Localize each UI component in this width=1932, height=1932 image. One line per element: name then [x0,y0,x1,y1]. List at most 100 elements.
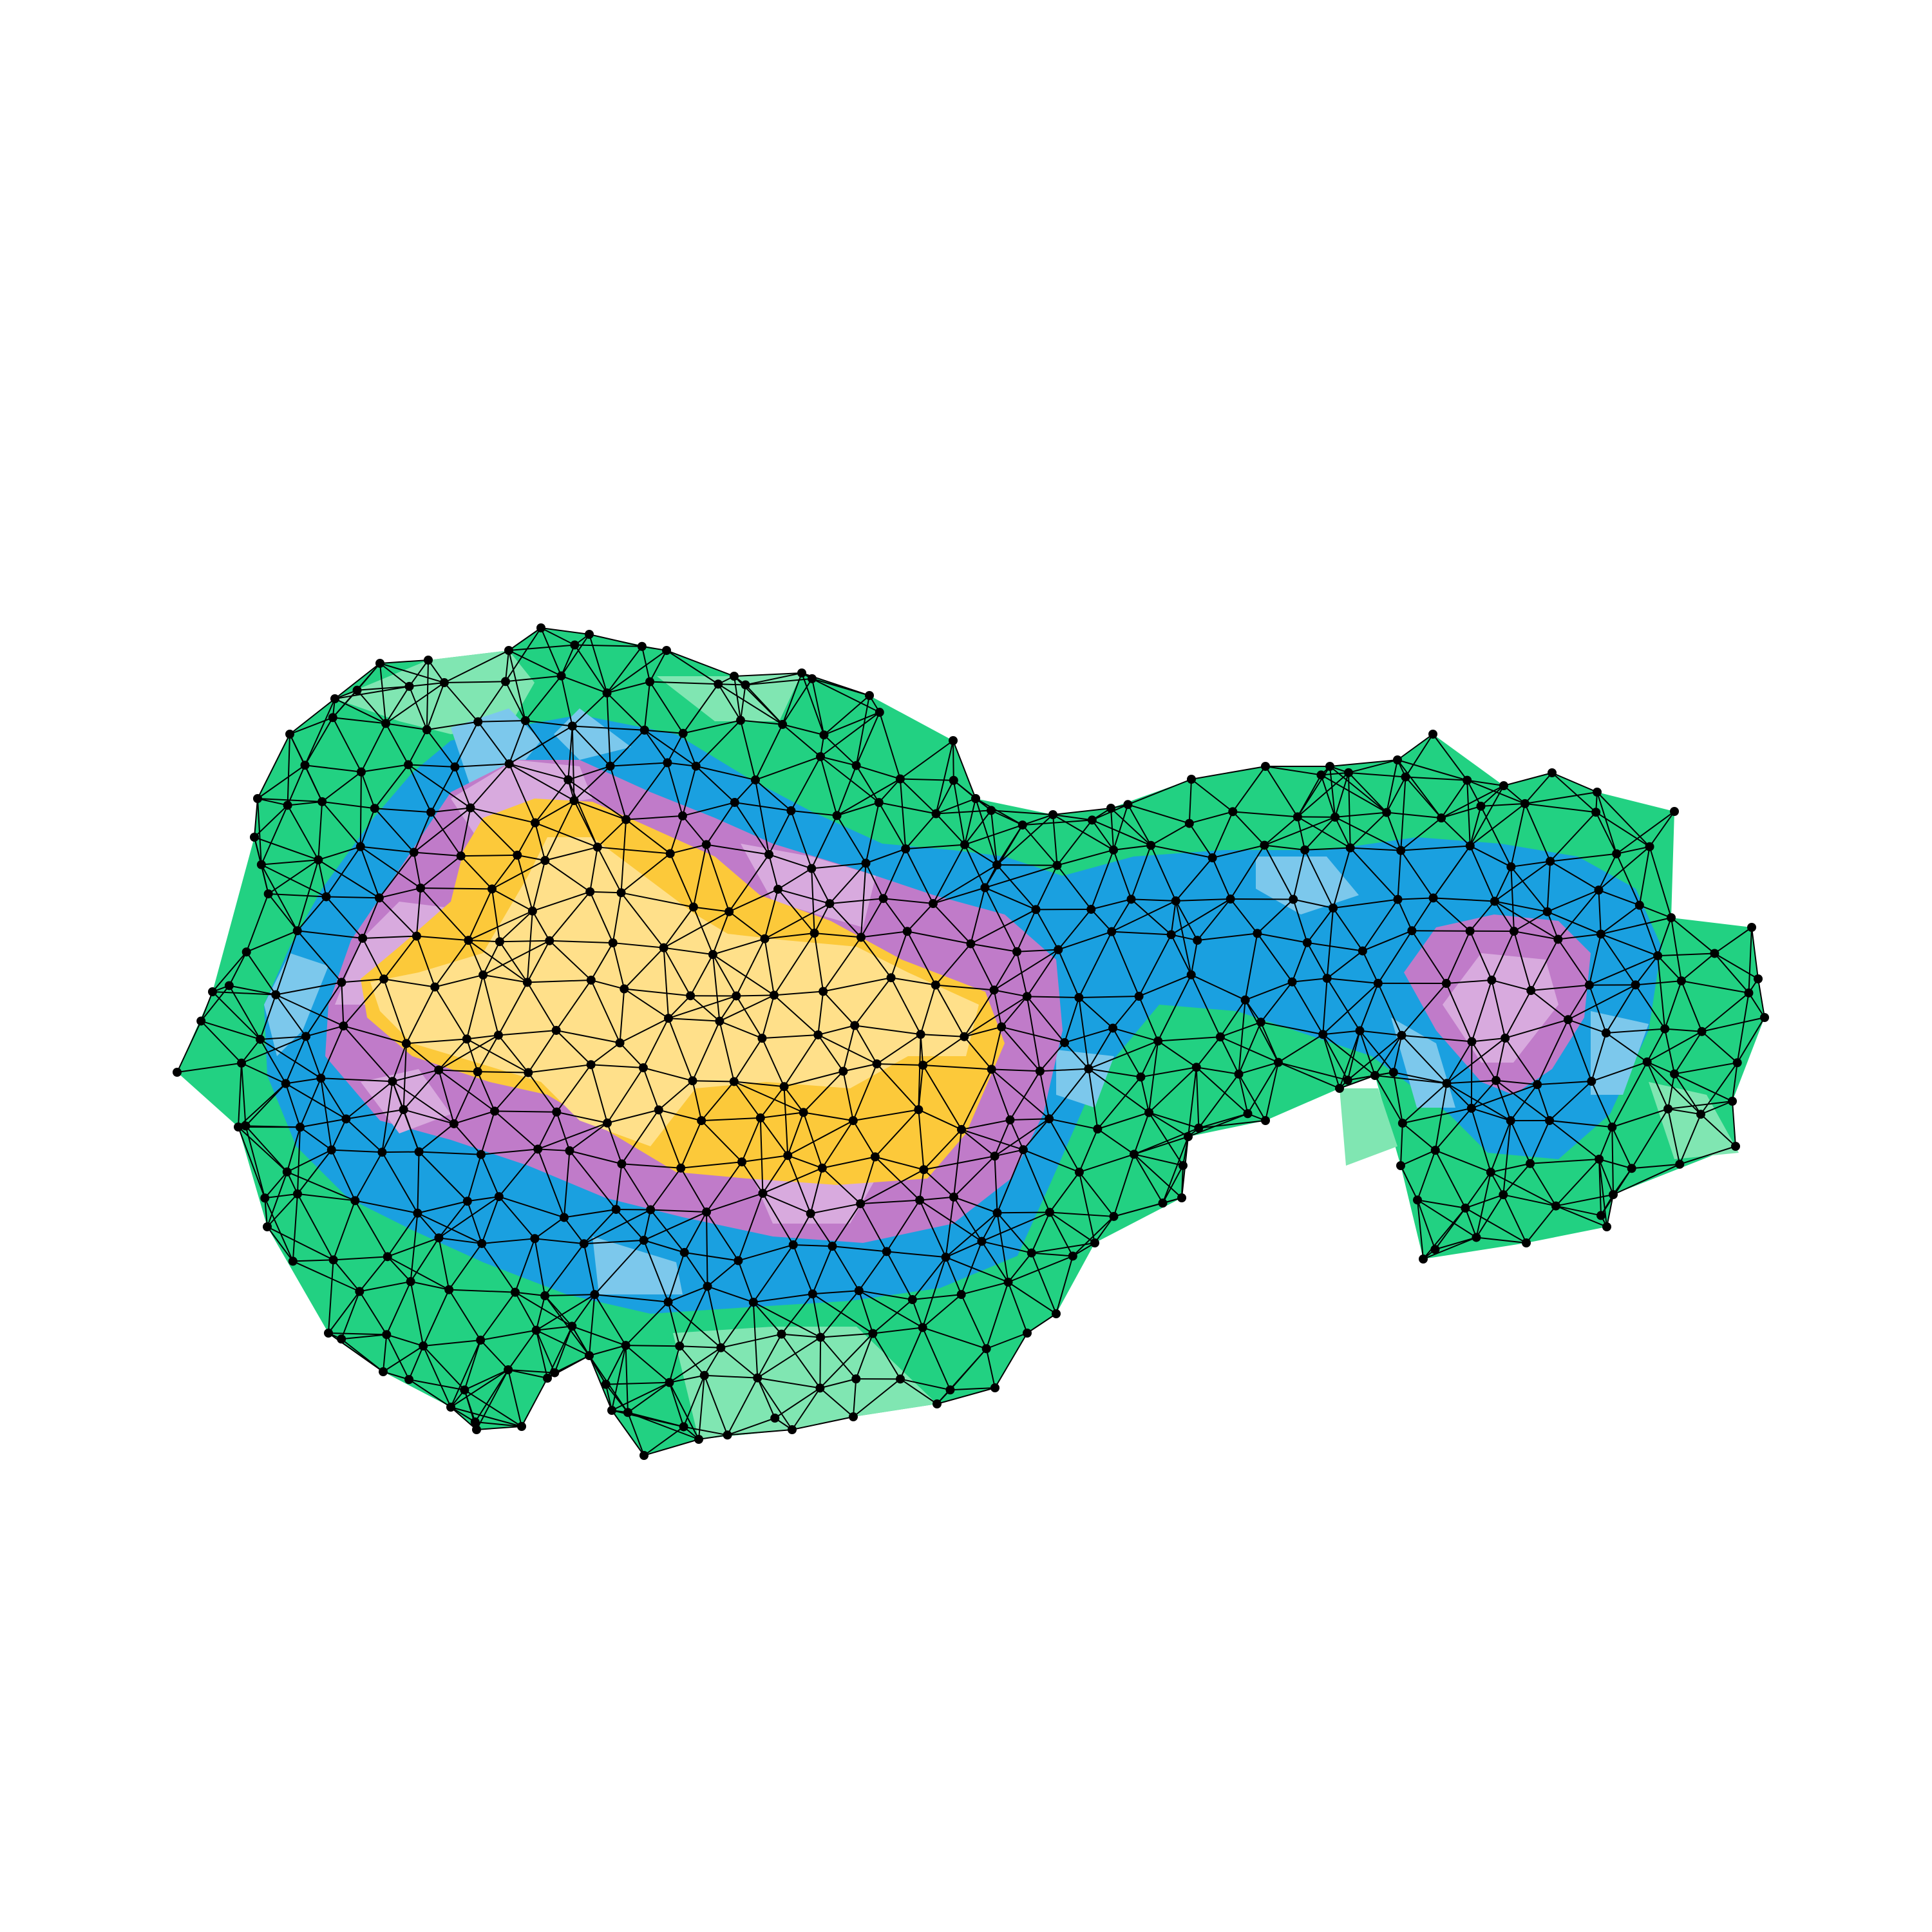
mesh-edge [1435,1236,1477,1251]
mesh-edge [782,724,821,757]
mesh-node [292,926,302,936]
mesh-edge [997,1211,1050,1214]
mesh-edge [1198,1074,1240,1129]
mesh-edge [692,1081,703,1121]
mesh-edge [993,990,1003,1027]
mesh-node [697,1116,706,1126]
mesh-edge [1405,776,1468,781]
mesh-node [1607,1122,1617,1132]
mesh-edge [296,930,343,983]
mesh-edge [945,1256,1009,1283]
mesh-edge [1023,1149,1080,1173]
mesh-edge [1039,1071,1050,1119]
mesh-edge [1111,931,1140,997]
mesh-node [663,1297,673,1307]
mesh-edge [936,798,976,815]
mesh-edge [1469,900,1495,932]
mesh-edge [454,721,479,768]
mesh-edge [1700,1113,1736,1147]
light-purple-patch-5 [361,1069,451,1133]
mesh-edge [705,844,730,912]
mesh-edge [505,675,562,683]
mesh-node [1499,1190,1508,1200]
mesh-edge [1600,933,1636,985]
mesh-edge [1197,933,1258,942]
mesh-edge [703,1375,728,1435]
mesh-edge [521,1378,548,1427]
mesh-edge [589,1294,596,1356]
mesh-edge [1265,1062,1279,1121]
mesh-edge [997,864,1057,866]
mesh-edge [706,1161,743,1213]
mesh-edge [1464,1208,1477,1238]
mesh-node [1506,1116,1515,1126]
mesh-edge [1475,1194,1504,1238]
mesh-node [466,803,475,813]
mesh-edge [1097,1128,1135,1155]
mesh-edge [811,677,880,713]
mesh-edge [704,1374,758,1379]
mesh-edge [698,1434,728,1440]
mesh-edge [890,977,922,1035]
mesh-edge [212,991,261,1040]
mesh-edge [480,1340,509,1370]
mesh-edge [1530,1120,1550,1164]
mesh-edge [1700,1062,1738,1115]
mesh-edge [418,1151,468,1202]
mesh-node [663,1014,673,1023]
mesh-edge [1510,866,1515,932]
mesh-edge [1671,917,1715,954]
mesh-edge [477,1034,499,1072]
mesh-edge [561,675,607,694]
mesh-edge [663,947,669,1019]
mesh-edge [810,1168,823,1214]
mesh-edge [1052,808,1112,815]
mesh-edge [322,800,375,810]
mesh-edge [923,1169,954,1198]
mesh-edge [176,1062,242,1073]
mesh-edge [482,941,500,976]
mesh-edge [508,650,562,677]
mesh-edge [1611,1127,1614,1195]
mesh-edge [991,1068,1050,1120]
mesh-edge [1616,811,1675,855]
mesh-edge [1256,898,1294,934]
mesh-node [1003,1277,1013,1287]
mesh-node [1731,1142,1740,1151]
mesh-edge [1434,1083,1448,1151]
mesh-node [1397,1030,1406,1040]
mesh-node [556,671,566,681]
mesh-node [579,1239,589,1249]
mesh-edge [1220,1036,1240,1075]
mesh-edge [299,1077,322,1128]
mesh-edge [1094,1216,1115,1244]
mesh-edge [317,860,327,897]
mesh-edge [900,778,937,815]
mesh-edge [996,1212,1032,1254]
mesh-node [1413,1195,1423,1205]
mesh-edge [783,1086,804,1113]
mesh-edge [583,1209,617,1244]
mesh-edge [525,720,569,781]
mesh-edge [1260,981,1293,1023]
mesh-node [1393,895,1403,904]
mesh-node [977,1236,987,1246]
mesh-edge [624,988,691,997]
mesh-edge [1088,1040,1159,1070]
mesh-edge [985,1349,996,1388]
mesh-edge [1616,846,1650,855]
mesh-edge [356,690,386,724]
mesh-edge [1130,898,1172,936]
mesh-node [676,1163,686,1173]
mesh-node [956,1124,966,1134]
mesh-node [1465,926,1475,936]
mesh-edge [545,846,598,862]
mesh-edge [996,864,1037,910]
mesh-edge [757,1378,776,1419]
mesh-edge [1557,889,1600,940]
mesh-edge [1197,898,1231,941]
mesh-edge [386,1281,412,1335]
mesh-edge [996,1213,1009,1283]
mesh-edge [1064,1042,1090,1070]
mesh-edge [328,1260,334,1334]
